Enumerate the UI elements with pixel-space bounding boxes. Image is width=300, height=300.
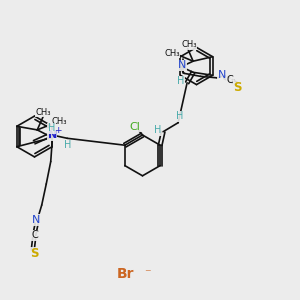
Text: N: N xyxy=(178,60,186,70)
Text: N: N xyxy=(48,130,57,140)
Text: CH₃: CH₃ xyxy=(164,49,180,58)
Text: H: H xyxy=(177,76,184,86)
Text: H: H xyxy=(48,123,55,133)
Text: H: H xyxy=(176,111,183,121)
Text: CH₃: CH₃ xyxy=(182,40,197,49)
Text: H: H xyxy=(64,140,71,151)
Text: +: + xyxy=(55,125,62,134)
Text: N: N xyxy=(32,215,40,225)
Text: H: H xyxy=(154,125,161,135)
Text: C: C xyxy=(226,75,233,85)
Text: C: C xyxy=(32,230,38,240)
Text: CH₃: CH₃ xyxy=(35,108,51,117)
Text: N: N xyxy=(218,70,226,80)
Text: Br: Br xyxy=(117,268,135,281)
Text: CH₃: CH₃ xyxy=(51,117,67,126)
Text: S: S xyxy=(30,247,38,260)
Text: S: S xyxy=(234,81,242,94)
Text: Cl: Cl xyxy=(130,122,140,132)
Text: ⁻: ⁻ xyxy=(144,267,150,280)
